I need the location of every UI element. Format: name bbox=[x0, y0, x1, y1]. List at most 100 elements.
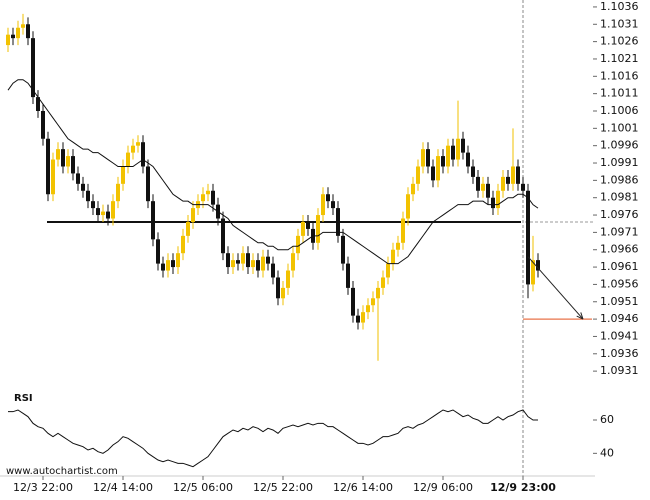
candle-body bbox=[511, 166, 515, 184]
candle-body bbox=[386, 263, 390, 278]
candle-body bbox=[526, 190, 530, 285]
candle-body bbox=[381, 277, 385, 288]
rsi-line bbox=[8, 409, 538, 468]
candle-body bbox=[351, 287, 355, 316]
candle-body bbox=[241, 253, 245, 264]
x-tick-label: 12/9 23:00 bbox=[490, 481, 556, 494]
candle-body bbox=[461, 138, 465, 153]
y-tick-label: 1.0941 bbox=[600, 329, 639, 342]
candle-body bbox=[251, 260, 255, 268]
candle-body bbox=[446, 145, 450, 167]
candle-body bbox=[106, 211, 110, 219]
candle-body bbox=[266, 256, 270, 264]
candle-body bbox=[61, 149, 65, 167]
candle-body bbox=[436, 156, 440, 181]
candle-body bbox=[141, 142, 145, 167]
candle-body bbox=[466, 152, 470, 167]
candle-body bbox=[186, 221, 190, 236]
x-tick-label: 12/6 14:00 bbox=[333, 481, 393, 494]
candle-body bbox=[76, 173, 80, 184]
rsi-tick-label: 40 bbox=[600, 446, 614, 459]
candle-body bbox=[476, 176, 480, 191]
y-tick-label: 1.1016 bbox=[600, 69, 639, 82]
candle-body bbox=[291, 253, 295, 271]
candle-body bbox=[256, 260, 260, 271]
candle-body bbox=[496, 190, 500, 209]
candle-body bbox=[116, 183, 120, 202]
candle-body bbox=[316, 215, 320, 243]
candle-body bbox=[431, 166, 435, 181]
candle-body bbox=[336, 208, 340, 236]
candle-body bbox=[236, 260, 240, 264]
y-tick-label: 1.0956 bbox=[600, 277, 639, 290]
y-tick-label: 1.0951 bbox=[600, 295, 639, 308]
candle-body bbox=[46, 138, 50, 195]
y-tick-label: 1.0966 bbox=[600, 243, 639, 256]
candle-body bbox=[361, 312, 365, 323]
candle-body bbox=[221, 218, 225, 254]
candle-body bbox=[226, 253, 230, 268]
x-tick-label: 12/9 06:00 bbox=[413, 481, 473, 494]
candle-body bbox=[146, 166, 150, 202]
candle-body bbox=[421, 149, 425, 167]
moving-average-line bbox=[7, 79, 539, 265]
y-tick-label: 1.0961 bbox=[600, 260, 639, 273]
y-tick-label: 1.0976 bbox=[600, 208, 639, 221]
candle-body bbox=[501, 176, 505, 191]
candle-body bbox=[201, 194, 205, 202]
candle-body bbox=[516, 166, 520, 184]
y-tick-label: 1.0971 bbox=[600, 225, 639, 238]
candle-body bbox=[71, 156, 75, 174]
y-tick-label: 1.0991 bbox=[600, 156, 639, 169]
y-tick-label: 1.1021 bbox=[600, 52, 639, 65]
candle-body bbox=[341, 235, 345, 264]
candle-body bbox=[411, 183, 415, 195]
x-tick-label: 12/4 14:00 bbox=[93, 481, 153, 494]
candle-body bbox=[306, 221, 310, 229]
y-tick-label: 1.1026 bbox=[600, 35, 639, 48]
candle-body bbox=[391, 249, 395, 264]
candle-body bbox=[66, 156, 70, 167]
candle-body bbox=[371, 298, 375, 306]
y-tick-label: 1.0936 bbox=[600, 347, 639, 360]
candle-body bbox=[331, 201, 335, 209]
candle-body bbox=[321, 194, 325, 216]
candle-body bbox=[536, 260, 540, 271]
candle-body bbox=[531, 260, 535, 285]
candle-body bbox=[481, 183, 485, 191]
x-tick-label: 12/5 06:00 bbox=[173, 481, 233, 494]
candle-body bbox=[131, 145, 135, 153]
candle-body bbox=[11, 34, 15, 39]
candle-body bbox=[326, 194, 330, 202]
candle-body bbox=[346, 263, 350, 288]
candle-body bbox=[111, 201, 115, 219]
candle-body bbox=[471, 166, 475, 177]
y-tick-label: 1.0986 bbox=[600, 173, 639, 186]
candle-body bbox=[286, 270, 290, 288]
candle-body bbox=[376, 287, 380, 299]
candle-body bbox=[176, 253, 180, 268]
y-tick-label: 1.1006 bbox=[600, 104, 639, 117]
projection-arrow bbox=[527, 256, 584, 320]
candle-body bbox=[486, 183, 490, 198]
candle-body bbox=[246, 253, 250, 268]
candle-body bbox=[121, 166, 125, 184]
candle-body bbox=[191, 208, 195, 222]
candle-body bbox=[356, 315, 360, 323]
y-tick-label: 1.1011 bbox=[600, 87, 639, 100]
candle-body bbox=[16, 27, 20, 39]
candle-body bbox=[416, 166, 420, 184]
candle-body bbox=[181, 235, 185, 254]
candle-body bbox=[21, 24, 25, 28]
candle-body bbox=[261, 256, 265, 271]
candle-body bbox=[151, 201, 155, 240]
y-tick-label: 1.1001 bbox=[600, 121, 639, 134]
candle-body bbox=[296, 235, 300, 254]
candle-body bbox=[86, 190, 90, 202]
y-tick-label: 1.1031 bbox=[600, 17, 639, 30]
candle-body bbox=[161, 263, 165, 271]
candle-body bbox=[211, 190, 215, 205]
candle-body bbox=[126, 152, 130, 167]
candle-body bbox=[31, 38, 35, 98]
